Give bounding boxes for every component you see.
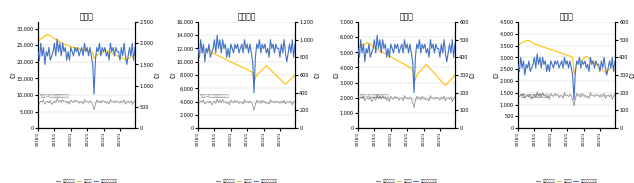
Y-axis label: (戸): (戸)	[171, 72, 176, 78]
Text: *直近12ヶ月の当先移動平均: *直近12ヶ月の当先移動平均	[520, 93, 550, 97]
Text: *直近12ヶ月の当先移動平均: *直近12ヶ月の当先移動平均	[40, 93, 70, 97]
Y-axis label: (戸): (戸)	[314, 72, 320, 78]
Legend: 新規登録件数, 在庫件数, 契約件数（右軸）: 新規登録件数, 在庫件数, 契約件数（右軸）	[214, 178, 279, 183]
Y-axis label: (戸): (戸)	[333, 72, 339, 78]
Y-axis label: (戸): (戸)	[493, 72, 498, 78]
Legend: 新規登録件数, 在庫件数, 契約件数（右軸）: 新規登録件数, 在庫件数, 契約件数（右軸）	[374, 178, 439, 183]
Y-axis label: (戸): (戸)	[470, 72, 475, 78]
Title: 千葉県: 千葉県	[560, 12, 573, 21]
Y-axis label: (戸): (戸)	[10, 72, 15, 78]
Title: 東京都: 東京都	[80, 12, 93, 21]
Legend: 新規登録件数, 在庫件数, 契約件数（右軸）: 新規登録件数, 在庫件数, 契約件数（右軸）	[54, 178, 119, 183]
Title: 埼玉県: 埼玉県	[399, 12, 413, 21]
Y-axis label: (戸): (戸)	[630, 72, 634, 78]
Legend: 新規登録件数, 在庫件数, 契約件数（右軸）: 新規登録件数, 在庫件数, 契約件数（右軸）	[534, 178, 599, 183]
Title: 神奈川県: 神奈川県	[237, 12, 256, 21]
Text: *直近12ヶ月の当先移動平均: *直近12ヶ月の当先移動平均	[360, 93, 389, 97]
Y-axis label: (戸): (戸)	[155, 72, 160, 78]
Text: *直近12ヶ月の当先移動平均: *直近12ヶ月の当先移動平均	[200, 93, 230, 97]
